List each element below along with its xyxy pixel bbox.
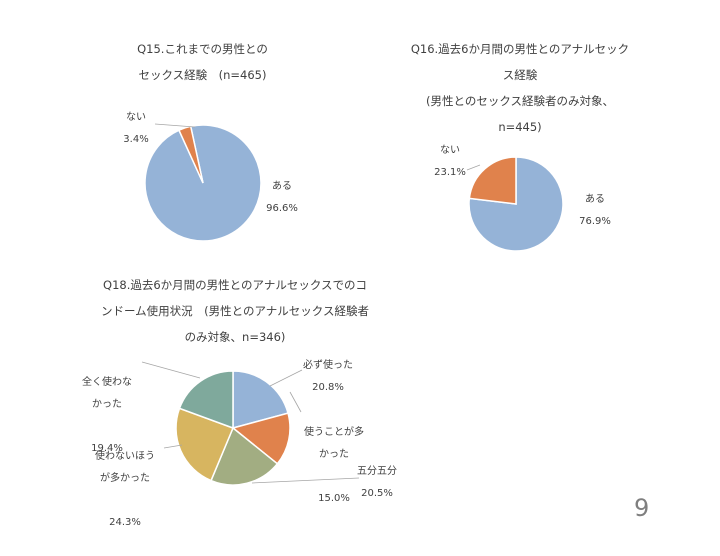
- chart3-leader-line: [251, 477, 360, 484]
- chart2-category-aru: ある: [585, 194, 605, 205]
- chart1-title: Q15.これまでの男性との セックス経験 (n=465): [137, 42, 268, 82]
- chart1-label-nai: ない 3.4%: [118, 107, 154, 151]
- chart3-value-4: 19.4%: [91, 443, 123, 454]
- chart1-value-nai: 3.4%: [123, 134, 149, 145]
- chart3-slice-3: [175, 407, 234, 482]
- chart2-leader-line: [466, 164, 481, 171]
- chart3-leader-line: [289, 391, 302, 413]
- chart3-title: Q18.過去6か月間の男性とのアナルセックスでのコ ンドーム使用状況 (男性との…: [101, 278, 369, 344]
- chart3-label-1: 使うことが多 かった 15.0%: [300, 400, 368, 532]
- chart3-category-3: 使わないほう が多かった: [95, 451, 155, 484]
- chart2-category-nai: ない: [440, 145, 460, 156]
- chart1-label-aru: ある 96.6%: [262, 176, 302, 220]
- chart3-value-3: 24.3%: [109, 517, 141, 528]
- pie-charts-canvas: [141, 123, 564, 486]
- chart3-leader-line: [163, 444, 183, 449]
- chart3-category-1: 使うことが多 かった: [304, 427, 364, 460]
- chart3-slice-1: [231, 412, 291, 465]
- chart2-label-aru: ある 76.9%: [574, 189, 616, 233]
- chart1-category-nai: ない: [126, 112, 146, 123]
- chart1-value-aru: 96.6%: [266, 203, 298, 214]
- chart3-value-0: 20.8%: [312, 382, 344, 393]
- slide: Q15.これまでの男性との セックス経験 (n=465) ない 3.4% ある …: [74, 42, 650, 532]
- chart3-slice-0: [232, 370, 289, 429]
- chart3-category-2: 五分五分: [357, 466, 397, 477]
- chart1-category-aru: ある: [272, 181, 292, 192]
- page-number: 9: [634, 494, 650, 522]
- chart3-category-0: 必ず使った: [303, 360, 353, 371]
- chart3-value-1: 15.0%: [318, 493, 350, 504]
- chart2-value-aru: 76.9%: [579, 216, 611, 227]
- chart3-label-4: 全く使わな かった 19.4%: [74, 350, 140, 482]
- chart3-category-4: 全く使わな かった: [82, 377, 132, 410]
- chart2-label-nai: ない 23.1%: [428, 140, 472, 184]
- chart3-label-0: 必ず使った 20.8%: [298, 355, 358, 399]
- chart3-leader-line: [141, 361, 201, 379]
- chart3-label-3: 使わないほう が多かった 24.3%: [86, 424, 164, 556]
- chart3-label-2: 五分五分 20.5%: [351, 461, 403, 505]
- chart2-value-nai: 23.1%: [434, 167, 466, 178]
- chart3-slice-4: [178, 370, 234, 430]
- chart3-leader-line: [269, 369, 303, 387]
- chart2-slice-1: [468, 156, 517, 205]
- chart3-value-2: 20.5%: [361, 488, 393, 499]
- chart2-title: Q16.過去6か月間の男性とのアナルセック ス経験 (男性とのセックス経験者のみ…: [410, 42, 630, 134]
- chart1-leader-line: [154, 123, 196, 128]
